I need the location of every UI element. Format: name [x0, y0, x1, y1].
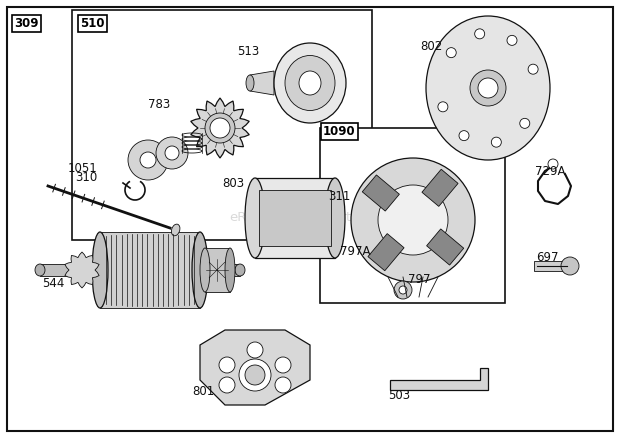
Circle shape	[507, 35, 517, 46]
Circle shape	[446, 48, 456, 58]
Circle shape	[219, 357, 235, 373]
Bar	[259, 190, 331, 246]
Polygon shape	[427, 229, 464, 265]
Text: 309: 309	[14, 17, 38, 30]
Circle shape	[528, 64, 538, 74]
Ellipse shape	[426, 16, 550, 160]
Circle shape	[394, 281, 412, 299]
Ellipse shape	[299, 71, 321, 95]
Ellipse shape	[245, 178, 265, 258]
Text: 310: 310	[75, 171, 97, 184]
Text: 544: 544	[42, 277, 64, 290]
Ellipse shape	[35, 264, 45, 276]
Circle shape	[156, 137, 188, 169]
Text: 803: 803	[222, 177, 244, 190]
Text: 697: 697	[536, 251, 559, 264]
Text: 802: 802	[420, 40, 442, 53]
Circle shape	[475, 29, 485, 39]
Polygon shape	[200, 330, 310, 405]
Circle shape	[239, 359, 271, 391]
Text: 510: 510	[80, 17, 105, 30]
Ellipse shape	[200, 248, 210, 292]
Polygon shape	[250, 71, 274, 95]
Bar	[40, 264, 240, 276]
Circle shape	[561, 257, 579, 275]
Polygon shape	[65, 252, 99, 288]
Text: 729A: 729A	[535, 165, 565, 178]
Text: 797: 797	[408, 273, 430, 286]
Text: 801: 801	[192, 385, 215, 398]
Circle shape	[478, 78, 498, 98]
Text: 513: 513	[237, 45, 259, 58]
Bar	[255, 178, 335, 258]
Circle shape	[548, 159, 558, 169]
Circle shape	[165, 146, 179, 160]
Bar	[100, 232, 200, 308]
Polygon shape	[368, 233, 404, 271]
Ellipse shape	[225, 248, 235, 292]
Text: 1090: 1090	[323, 125, 356, 138]
Ellipse shape	[171, 224, 180, 236]
Polygon shape	[362, 175, 399, 211]
Circle shape	[210, 118, 230, 138]
Ellipse shape	[235, 264, 245, 276]
Text: 783: 783	[148, 98, 171, 111]
Circle shape	[399, 286, 407, 294]
Bar	[205, 248, 230, 292]
Circle shape	[459, 131, 469, 141]
Bar	[320, 128, 505, 303]
Circle shape	[275, 377, 291, 393]
Ellipse shape	[246, 75, 254, 91]
Ellipse shape	[274, 43, 346, 123]
Ellipse shape	[92, 232, 108, 308]
Bar	[72, 10, 372, 240]
Circle shape	[470, 70, 506, 106]
Text: 1051: 1051	[68, 162, 98, 175]
Circle shape	[205, 113, 235, 143]
Circle shape	[275, 357, 291, 373]
Circle shape	[491, 137, 502, 147]
Circle shape	[219, 377, 235, 393]
Ellipse shape	[325, 178, 345, 258]
Text: 797A: 797A	[340, 245, 371, 258]
Circle shape	[438, 102, 448, 112]
Circle shape	[245, 365, 265, 385]
Circle shape	[520, 118, 529, 128]
Circle shape	[128, 140, 168, 180]
Circle shape	[247, 342, 263, 358]
Text: 503: 503	[388, 389, 410, 402]
Polygon shape	[422, 169, 458, 206]
Circle shape	[140, 152, 156, 168]
Ellipse shape	[285, 56, 335, 110]
Circle shape	[351, 158, 475, 282]
Circle shape	[378, 185, 448, 255]
Text: eReplacementParts.com: eReplacementParts.com	[229, 212, 391, 225]
Ellipse shape	[192, 232, 208, 308]
Polygon shape	[390, 368, 488, 390]
Polygon shape	[191, 98, 249, 158]
Bar	[534, 261, 570, 271]
Text: 311: 311	[328, 190, 350, 203]
